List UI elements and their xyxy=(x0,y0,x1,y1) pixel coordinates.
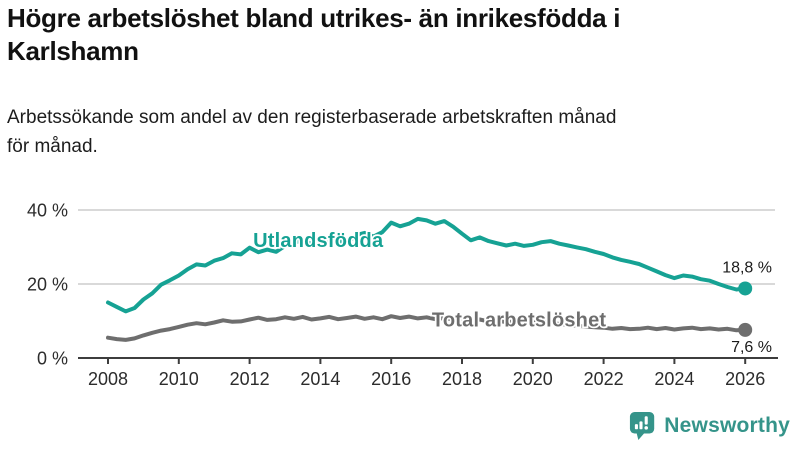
series-label-total-arbetsl-shet: Total arbetslöshet xyxy=(432,310,607,332)
y-tick-label-40: 40 % xyxy=(27,201,68,221)
series-line-utlandsf-dda xyxy=(106,216,748,314)
x-tick-label-2026: 2026 xyxy=(725,369,765,389)
line-chart: Utlandsfödda Total arbetslöshet 18,8 % 7,6 … xyxy=(0,190,800,395)
chart-title: Högre arbetslöshet bland utrikes- än inr… xyxy=(7,3,621,66)
x-tick-label-2008: 2008 xyxy=(88,369,128,389)
chart-subtitle: Arbetssökande som andel av den registerb… xyxy=(7,107,617,157)
x-tick-label-2010: 2010 xyxy=(159,369,199,389)
end-value-label-utlandsf-dda: 18,8 % xyxy=(722,259,772,276)
series-end-dot-total-arbetsl-shet xyxy=(738,322,753,337)
series-label-utlandsf-dda: Utlandsfödda xyxy=(253,230,384,252)
y-tick-label-0: 0 % xyxy=(37,349,68,369)
y-tick-label-20: 20 % xyxy=(27,275,68,295)
x-tick-label-2024: 2024 xyxy=(654,369,694,389)
x-tick-label-2014: 2014 xyxy=(300,369,340,389)
series-end-dot-utlandsf-dda xyxy=(738,281,753,296)
x-tick-label-2012: 2012 xyxy=(230,369,270,389)
x-tick-label-2020: 2020 xyxy=(513,369,553,389)
x-tick-label-2022: 2022 xyxy=(584,369,624,389)
x-tick-label-2018: 2018 xyxy=(442,369,482,389)
x-tick-label-2016: 2016 xyxy=(371,369,411,389)
newsworthy-wordmark: Newsworthy xyxy=(664,414,790,437)
newsworthy-icon xyxy=(630,412,655,440)
series-line-total-arbetsl-shet xyxy=(106,314,748,342)
end-value-label-total-arbetsl-shet: 7,6 % xyxy=(731,339,772,356)
newsworthy-logo[interactable]: Newsworthy xyxy=(629,410,790,442)
line-chart-canvas: Utlandsfödda Total arbetslöshet 18,8 % 7,6 … xyxy=(27,201,778,389)
